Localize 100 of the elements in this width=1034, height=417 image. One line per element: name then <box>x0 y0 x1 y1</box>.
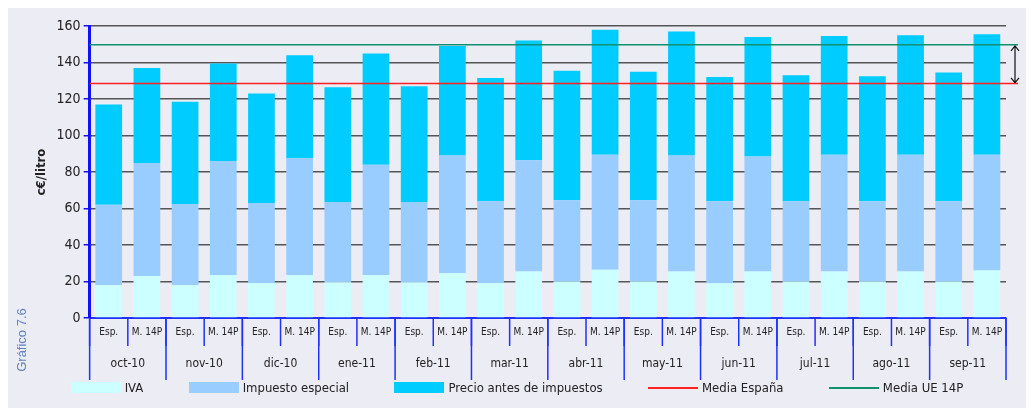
bar <box>209 63 237 162</box>
bar <box>820 271 848 318</box>
y-tick-label: 160 <box>56 16 81 33</box>
bar <box>553 70 581 201</box>
bar <box>782 281 810 318</box>
x-tick-label: M. 14P <box>742 325 774 337</box>
y-tick-label: 120 <box>56 89 81 106</box>
bar <box>439 155 466 274</box>
bar <box>439 46 466 156</box>
text: abr-11 <box>568 356 604 371</box>
bar <box>782 201 810 282</box>
y-tick-label: 0 <box>72 308 81 325</box>
bar <box>477 283 504 318</box>
x-tick-label: M. 14P <box>360 325 392 337</box>
bar <box>400 202 428 283</box>
x-tick-label: Esp. <box>939 325 959 337</box>
y-tick-label: 140 <box>56 53 81 70</box>
x-tick-label: M. 14P <box>513 325 545 337</box>
text: dic-10 <box>263 356 298 371</box>
text: oct-10 <box>110 356 146 371</box>
y-tick-label: 20 <box>64 272 81 289</box>
bar <box>477 78 504 202</box>
bar <box>324 282 352 318</box>
bar <box>668 271 695 318</box>
bar <box>400 282 428 318</box>
bar <box>95 204 123 286</box>
bar <box>209 161 237 276</box>
bar <box>629 281 657 318</box>
bar <box>859 76 886 202</box>
text: jul-11 <box>798 356 831 371</box>
legend-label: Media España <box>701 380 784 395</box>
bar <box>706 77 733 202</box>
bar <box>171 285 199 318</box>
bar <box>820 36 848 155</box>
x-tick-label: Esp. <box>557 325 577 337</box>
bar <box>286 158 313 276</box>
bar <box>629 71 657 201</box>
x-tick-label: Esp. <box>710 325 730 337</box>
bar <box>859 201 886 282</box>
bar <box>400 86 428 203</box>
text: ene-11 <box>338 356 376 371</box>
bar <box>362 164 390 276</box>
x-tick-label: M. 14P <box>971 325 1003 337</box>
text: nov-10 <box>185 356 223 371</box>
bar <box>133 276 161 318</box>
x-tick-label: M. 14P <box>666 325 698 337</box>
x-tick-label: M. 14P <box>819 325 850 337</box>
x-tick-label: Esp. <box>862 325 882 337</box>
bar <box>820 154 848 272</box>
bar <box>133 67 161 163</box>
y-tick-label: 60 <box>64 199 81 216</box>
bar <box>591 269 619 318</box>
text: Gráfico 7.6 <box>13 308 29 372</box>
y-tick-label: 100 <box>56 126 81 143</box>
bar <box>668 31 695 156</box>
bar <box>515 40 543 161</box>
x-tick-label: Esp. <box>633 325 653 337</box>
bar <box>248 283 275 318</box>
bar <box>171 101 199 204</box>
x-tick-label: M. 14P <box>437 325 469 337</box>
legend-label: IVA <box>124 380 144 395</box>
bar <box>744 36 772 157</box>
bar <box>629 200 657 282</box>
bar <box>439 273 466 318</box>
bar <box>744 271 772 318</box>
x-tick-label: Esp. <box>251 325 271 337</box>
bar <box>171 203 199 286</box>
y-axis-title: c€/litro <box>33 148 49 196</box>
bar <box>95 285 123 318</box>
bar <box>973 34 1001 155</box>
y-tick-label: 80 <box>64 162 81 179</box>
bar <box>362 275 390 318</box>
legend-label: Impuesto especial <box>242 380 350 395</box>
text: ago-11 <box>872 356 911 371</box>
bar <box>324 87 352 203</box>
bar <box>935 72 963 202</box>
bar <box>553 281 581 318</box>
bar <box>973 154 1001 271</box>
bar <box>935 201 963 282</box>
bar <box>95 104 123 205</box>
x-tick-label: M. 14P <box>284 325 316 337</box>
bar <box>133 162 161 277</box>
bar <box>859 281 886 318</box>
bar <box>706 283 733 318</box>
bar <box>897 271 924 318</box>
bar <box>782 75 810 202</box>
bar <box>362 53 390 165</box>
x-tick-label: M. 14P <box>131 325 163 337</box>
text: may-11 <box>641 356 683 371</box>
bar <box>324 202 352 283</box>
text: jun-11 <box>720 356 756 371</box>
bar <box>591 154 619 270</box>
text: mar-11 <box>490 356 529 371</box>
bar <box>744 156 772 272</box>
bar <box>477 201 504 284</box>
legend-label: Precio antes de impuestos <box>448 380 603 395</box>
bar <box>515 160 543 272</box>
bar <box>591 29 619 155</box>
x-tick-label: M. 14P <box>895 325 927 337</box>
x-tick-label: Esp. <box>404 325 424 337</box>
